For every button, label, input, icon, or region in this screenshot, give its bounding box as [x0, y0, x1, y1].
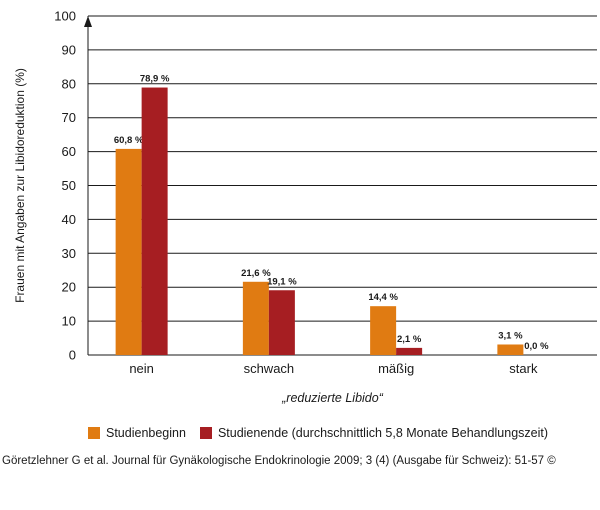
bar-studienbeginn: [242, 281, 269, 355]
y-tick-label: 0: [69, 348, 76, 363]
y-tick-label: 100: [54, 9, 76, 24]
y-tick-label: 70: [62, 110, 76, 125]
data-label: 2,1 %: [397, 334, 422, 345]
y-axis-arrow-icon: [84, 16, 92, 27]
bar-studienende: [268, 290, 295, 355]
data-label: 14,4 %: [368, 292, 398, 303]
data-label: 0,0 %: [524, 341, 549, 352]
y-tick-label: 20: [62, 280, 76, 295]
data-label: 78,9 %: [140, 74, 170, 85]
y-tick-label: 60: [62, 144, 76, 159]
legend-swatch-studienende: [199, 427, 212, 439]
y-tick-label: 50: [62, 178, 76, 193]
x-category-label: stark: [509, 361, 538, 376]
data-label: 21,6 %: [241, 268, 271, 279]
y-tick-label: 40: [62, 212, 76, 227]
bar-studienbeginn: [115, 148, 142, 355]
x-category-label: schwach: [244, 361, 295, 376]
x-axis-title: „reduzierte Libido“: [281, 391, 384, 405]
legend-item-studienende: Studienende (durchschnittlich 5,8 Monate…: [199, 426, 549, 440]
x-category-label: nein: [129, 361, 154, 376]
y-tick-label: 10: [62, 314, 76, 329]
y-tick-label: 80: [62, 76, 76, 91]
legend-item-studienbeginn: Studienbeginn: [88, 426, 186, 440]
legend-label-studienende: Studienende (durchschnittlich 5,8 Monate…: [217, 426, 549, 440]
legend: Studienbeginn Studienende (durchschnittl…: [88, 426, 562, 440]
bar-studienende: [141, 87, 168, 356]
data-label: 3,1 %: [498, 330, 523, 341]
bar-chart: 0 10 20 30 40 50 60 70 80 90 100 60,8 % 78,9 % nein 21…: [13, 9, 597, 405]
bar-studienbeginn: [497, 344, 524, 355]
y-tick-label: 30: [62, 246, 76, 261]
data-label: 60,8 %: [114, 135, 144, 146]
y-axis-title: Frauen mit Angaben zur Libidoreduktion (…: [13, 68, 27, 303]
x-category-label: mäßig: [378, 361, 414, 376]
bar-studienbeginn: [370, 306, 397, 355]
data-label: 19,1 %: [267, 276, 297, 287]
legend-swatch-studienbeginn: [88, 427, 100, 439]
bar-studienende: [396, 347, 423, 355]
legend-label-studienbeginn: Studienbeginn: [106, 426, 186, 440]
source-citation: Göretzlehner G et al. Journal für Gynäko…: [2, 455, 556, 467]
y-tick-label: 90: [62, 42, 76, 57]
